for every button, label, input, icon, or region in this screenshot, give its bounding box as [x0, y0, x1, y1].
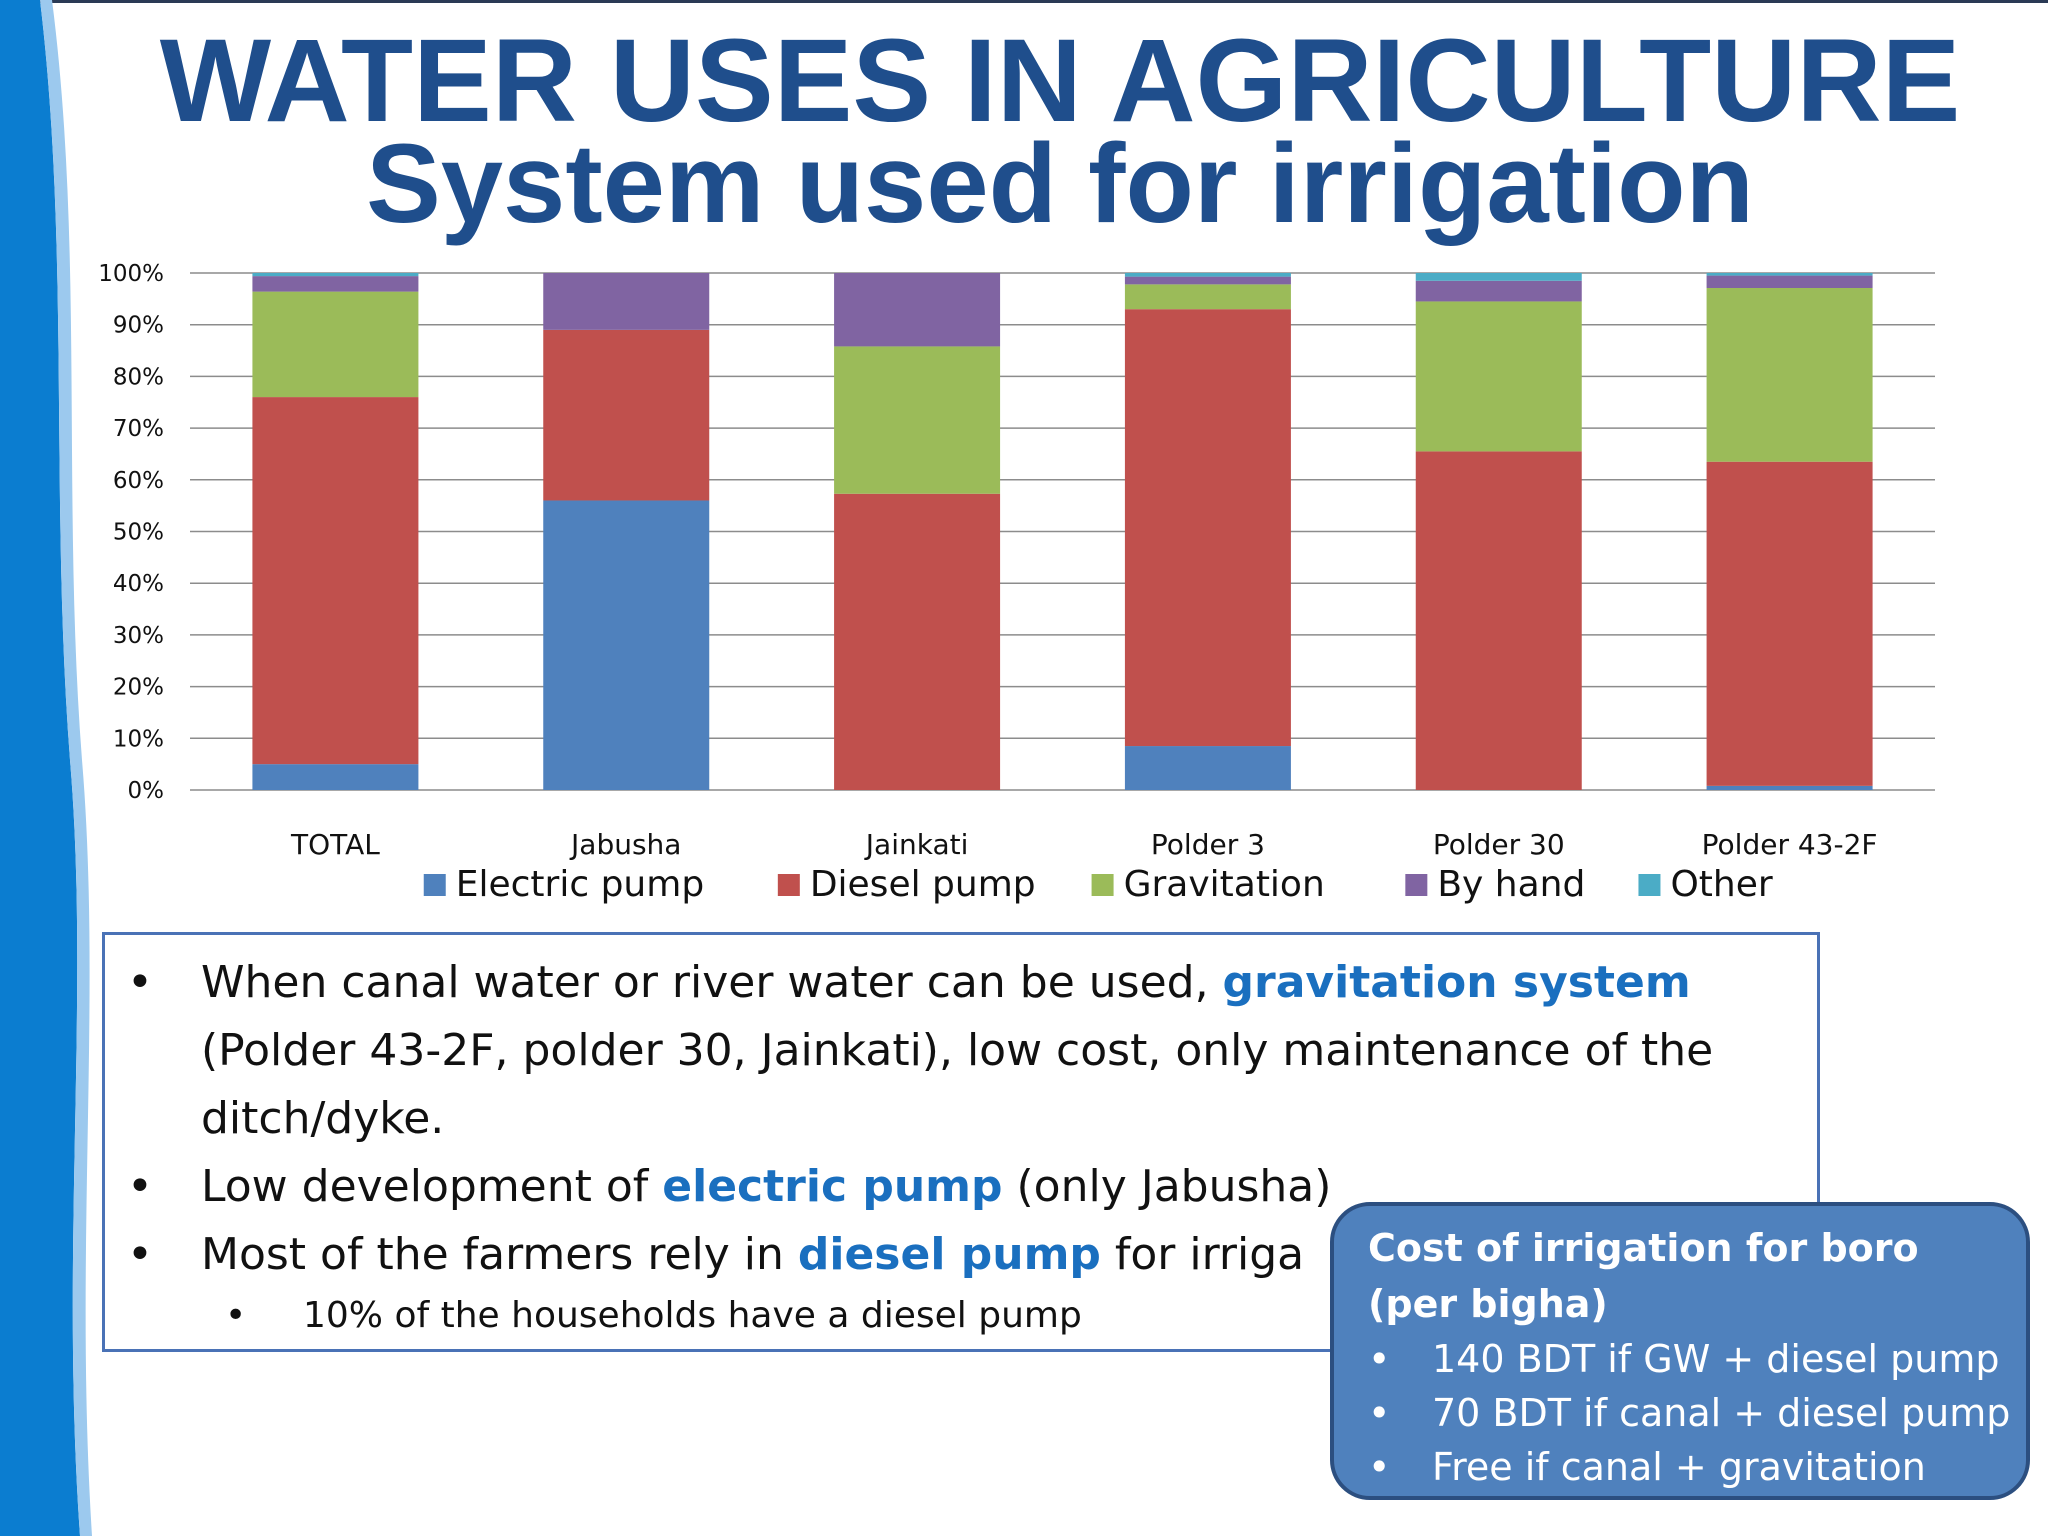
bar-segment-electric-pump	[252, 764, 419, 790]
bullet-dot: •	[127, 1229, 153, 1280]
legend-swatch	[1405, 874, 1428, 896]
legend-item-gravitation: Gravitation	[1091, 864, 1325, 905]
bar-segment-by-hand	[252, 276, 419, 292]
sub-bullet-text: 10% of the households have a diesel pump	[303, 1295, 1082, 1336]
highlight-gravitation-system: gravitation system	[1222, 957, 1691, 1008]
bar-segment-by-hand	[543, 273, 710, 330]
bar-segment-gravitation	[252, 291, 419, 398]
bullet-text: Low development of	[201, 1161, 663, 1212]
bar-segment-diesel-pump	[834, 493, 1001, 790]
legend-swatch	[777, 874, 800, 896]
bar-segment-by-hand	[834, 273, 1001, 347]
y-tick-label: 30%	[113, 623, 164, 649]
legend-label: By hand	[1437, 864, 1585, 905]
legend-item-by-hand: By hand	[1405, 864, 1585, 905]
slide-subtitle: System used for irrigation	[366, 121, 1754, 246]
legend-item-electric-pump: Electric pump	[423, 864, 704, 905]
highlight-diesel-pump: diesel pump	[797, 1229, 1101, 1280]
bar-segment-by-hand	[1124, 276, 1291, 285]
x-tick-label: Polder 43-2F	[1702, 828, 1878, 861]
bullet-text: for irriga	[1100, 1229, 1305, 1280]
legend-swatch	[423, 874, 446, 896]
left-band-shape	[0, 0, 80, 1536]
cost-item-text: 70 BDT if canal + diesel pump	[1432, 1391, 2011, 1435]
bar-segment-gravitation	[1706, 287, 1873, 462]
cost-bullet-dot: •	[1368, 1337, 1391, 1381]
bar-segment-other	[1124, 273, 1291, 277]
chart-gridlines	[190, 272, 1935, 791]
stacked-bar-chart: 0% 10% 20% 30% 40% 50% 60% 70% 80% 90% 100% TOTAL J…	[98, 261, 1935, 905]
y-tick-label: 100%	[98, 261, 164, 287]
bar-segment-by-hand	[1706, 275, 1873, 288]
cost-box-title: Cost of irrigation for boro (per bigha)	[1368, 1226, 1919, 1326]
x-tick-label: Jabusha	[569, 828, 681, 861]
bar-segment-other	[1706, 273, 1873, 276]
legend-swatch	[1091, 874, 1114, 896]
y-tick-label: 90%	[113, 313, 164, 339]
y-tick-label: 0%	[128, 778, 165, 804]
y-tick-label: 50%	[113, 520, 164, 546]
bar-segment-diesel-pump	[252, 397, 419, 765]
cost-item-text: Free if canal + gravitation	[1432, 1445, 1926, 1489]
bar-segment-gravitation	[834, 346, 1001, 494]
bar-segment-diesel-pump	[543, 329, 710, 501]
y-tick-label: 60%	[113, 468, 164, 494]
bullet-dot: •	[127, 957, 153, 1008]
bar-segment-electric-pump	[1124, 746, 1291, 790]
bar-segment-electric-pump	[1706, 785, 1873, 790]
bar-segment-diesel-pump	[1706, 461, 1873, 786]
chart-legend: Electric pump Diesel pump Gravitation By ha…	[423, 864, 1773, 905]
bar-segment-diesel-pump	[1415, 451, 1582, 790]
bar-segment-gravitation	[1415, 301, 1582, 452]
legend-label: Other	[1670, 864, 1772, 905]
bullet-text: ditch/dyke.	[201, 1093, 445, 1144]
y-tick-label: 20%	[113, 675, 164, 701]
legend-item-diesel-pump: Diesel pump	[777, 864, 1036, 905]
chart-y-tick-labels: 0% 10% 20% 30% 40% 50% 60% 70% 80% 90% 100%	[98, 261, 164, 804]
bullet-dot: •	[127, 1161, 153, 1212]
bar-segment-electric-pump	[543, 500, 710, 790]
cost-bullet-dot: •	[1368, 1391, 1391, 1435]
bullet-text: (only Jabusha)	[1002, 1161, 1332, 1212]
bullet-text: (Polder 43-2F, polder 30, Jainkati), low…	[201, 1025, 1714, 1076]
cost-item-text: 140 BDT if GW + diesel pump	[1432, 1337, 2000, 1381]
bar-segment-other	[1415, 273, 1582, 281]
chart-x-tick-labels: TOTAL Jabusha Jainkati Polder 3 Polder 30 Pol…	[290, 828, 1878, 861]
sub-bullet-dot: •	[225, 1295, 247, 1336]
legend-swatch	[1638, 874, 1661, 896]
y-tick-label: 40%	[113, 571, 164, 597]
y-tick-label: 10%	[113, 726, 164, 752]
bar-segment-other	[252, 273, 419, 277]
bullet-text: Most of the farmers rely in	[201, 1229, 798, 1280]
bar-segment-gravitation	[1124, 284, 1291, 310]
legend-item-other: Other	[1638, 864, 1773, 905]
legend-label: Electric pump	[456, 864, 704, 905]
x-tick-label: Polder 3	[1151, 828, 1265, 861]
legend-label: Gravitation	[1124, 864, 1325, 905]
chart-bars	[252, 273, 1873, 790]
y-tick-label: 80%	[113, 364, 164, 390]
cost-bullet-dot: •	[1368, 1445, 1391, 1489]
x-tick-label: Jainkati	[864, 828, 969, 861]
y-tick-label: 70%	[113, 416, 164, 442]
highlight-electric-pump: electric pump	[662, 1161, 1003, 1212]
notes-textbox: • When canal water or river water can be…	[102, 932, 1820, 1352]
cost-of-irrigation-box: Cost of irrigation for boro (per bigha) …	[1330, 1202, 2030, 1500]
slide-title: WATER USES IN AGRICULTURE	[159, 15, 1961, 147]
legend-label: Diesel pump	[810, 864, 1036, 905]
top-border-line	[0, 0, 2048, 3]
bullet-text: When canal water or river water can be u…	[201, 957, 1223, 1008]
left-band-highlight	[40, 0, 92, 1536]
bar-segment-by-hand	[1415, 280, 1582, 302]
left-decorative-band	[0, 0, 100, 1536]
x-tick-label: TOTAL	[290, 828, 380, 861]
x-tick-label: Polder 30	[1433, 828, 1565, 861]
bar-segment-diesel-pump	[1124, 309, 1291, 747]
